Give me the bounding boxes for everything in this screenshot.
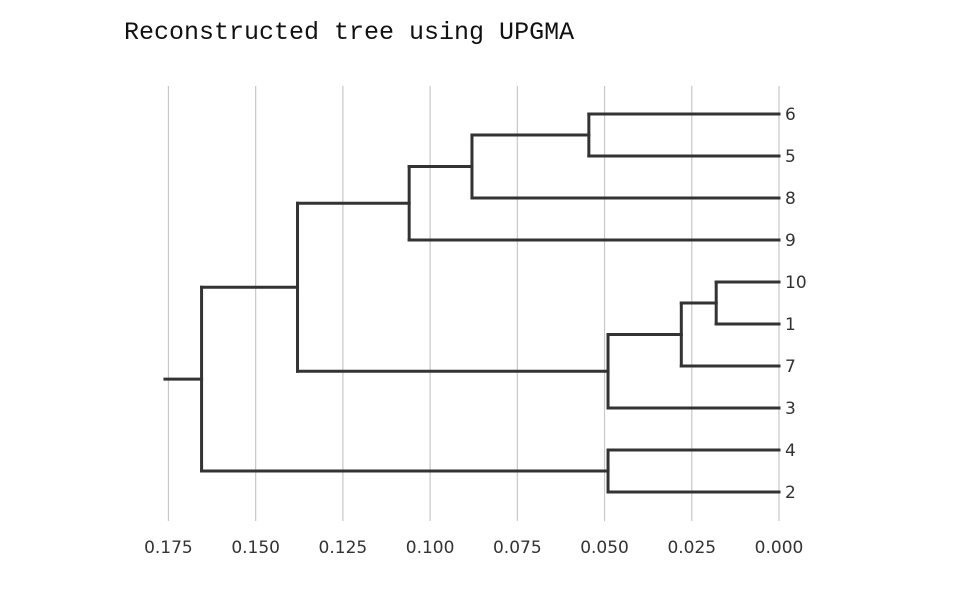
x-tick-label: 0.175: [144, 538, 193, 558]
x-tick-label: 0.150: [231, 538, 280, 558]
leaf-label: 2: [785, 483, 796, 503]
leaf-label: 8: [785, 189, 796, 209]
x-tick-label: 0.075: [493, 538, 542, 558]
x-tick-label: 0.100: [406, 538, 455, 558]
x-axis-tick-layer: 0.175 0.150 0.125 0.100 0.075 0.050 0.025 0.000: [144, 538, 803, 558]
x-tick-label: 0.125: [319, 538, 368, 558]
chart-title: Reconstructed tree using UPGMA: [124, 18, 575, 47]
leaf-label: 3: [785, 399, 796, 419]
leaf-label: 7: [785, 357, 796, 377]
leaf-label-layer: 6 5 8 9 10 1 7 3 4 2: [785, 105, 807, 503]
x-tick-label: 0.000: [755, 538, 804, 558]
branch-layer: [163, 112, 781, 494]
x-tick-label: 0.050: [580, 538, 629, 558]
leaf-label: 6: [785, 105, 796, 125]
leaf-label: 1: [785, 315, 796, 335]
leaf-label: 5: [785, 147, 796, 167]
leaf-label: 4: [785, 441, 796, 461]
leaf-label: 9: [785, 231, 796, 251]
leaf-label: 10: [785, 273, 807, 293]
x-tick-label: 0.025: [667, 538, 716, 558]
